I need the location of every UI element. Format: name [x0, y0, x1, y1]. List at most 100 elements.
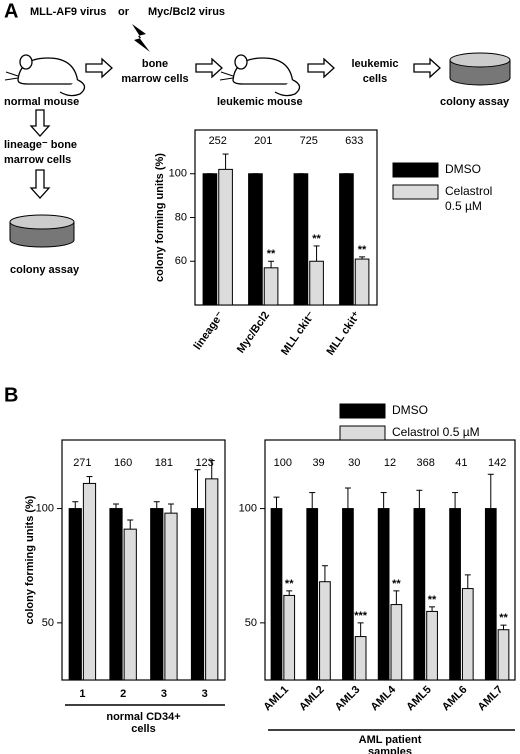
significance-label: **	[428, 594, 437, 606]
label: MLL-AF9 virus	[30, 6, 106, 18]
count-label: 100	[274, 457, 292, 469]
mouse-icon	[219, 54, 301, 97]
y-tick-label: 60	[175, 255, 187, 267]
label: or	[118, 6, 130, 18]
bar	[248, 173, 263, 306]
bar	[339, 173, 354, 306]
arrow	[307, 57, 335, 79]
label: Myc/Bcl2 virus	[148, 6, 225, 18]
label: colony assay	[440, 96, 510, 108]
y-tick-label: 100	[239, 502, 257, 514]
x-tick-label: 2	[120, 688, 126, 700]
bar	[202, 173, 218, 306]
bar	[306, 508, 319, 681]
dish-icon	[9, 214, 75, 248]
count-label: 160	[114, 457, 132, 469]
label: marrow cells	[121, 73, 188, 85]
bar	[354, 258, 370, 306]
group-label: cells	[131, 723, 155, 735]
bar	[377, 508, 390, 681]
x-tick-label: 1	[79, 688, 85, 700]
x-tick-label: AML3	[333, 684, 363, 714]
y-axis-label: colony forming units (%)	[154, 153, 166, 282]
bar	[390, 604, 403, 681]
bar	[150, 508, 164, 681]
label: normal mouse	[4, 96, 79, 108]
mouse-icon	[4, 54, 86, 97]
bar	[342, 508, 354, 681]
x-tick-label: AML7	[476, 684, 506, 714]
x-tick-label: Myc/Bcl2	[235, 310, 272, 356]
count-label: 41	[455, 457, 467, 469]
bar	[484, 508, 497, 681]
bar	[263, 267, 279, 306]
y-tick-label: 100	[169, 168, 187, 180]
legend-swatch	[339, 425, 386, 441]
count-label: 181	[155, 457, 173, 469]
y-tick-label: 100	[36, 502, 54, 514]
legend-swatch	[339, 403, 386, 419]
plot-frame	[61, 439, 226, 681]
label: leukemic mouse	[217, 96, 303, 108]
count-label: 201	[254, 135, 272, 147]
label: bone	[142, 58, 168, 70]
bar	[319, 581, 331, 681]
legend-label: Celastrol 0.5 µM	[392, 425, 480, 439]
significance-label: **	[499, 612, 508, 624]
label: marrow cells	[4, 154, 71, 166]
x-tick-label: AML1	[261, 684, 291, 714]
x-tick-label: lineage⁻	[192, 309, 227, 352]
legend-label: DMSO	[392, 403, 428, 417]
bar	[164, 512, 178, 681]
bar	[123, 528, 137, 681]
x-tick-label: AML6	[440, 684, 470, 714]
bar	[354, 636, 367, 681]
x-tick-label: AML4	[369, 683, 399, 713]
count-label: 39	[312, 457, 324, 469]
legend-swatch	[392, 184, 439, 200]
count-label: 30	[348, 457, 360, 469]
count-label: 123	[195, 457, 213, 469]
x-tick-label: 3	[161, 688, 167, 700]
arrow	[195, 57, 223, 79]
group-label: normal CD34+	[106, 711, 180, 723]
bar	[205, 478, 219, 681]
significance-label: **	[267, 248, 276, 260]
label: lineage⁻ bone	[4, 139, 77, 151]
count-label: 633	[345, 135, 363, 147]
x-tick-label: MLL ckit⁺	[324, 309, 363, 357]
bar	[270, 508, 283, 681]
bar	[82, 482, 97, 681]
bar	[190, 508, 205, 681]
count-label: 252	[209, 135, 227, 147]
lightning-icon	[132, 24, 150, 52]
significance-label: **	[358, 244, 367, 256]
plot-frame	[264, 439, 516, 681]
count-label: 368	[417, 457, 435, 469]
bar	[449, 508, 461, 681]
dish-icon	[449, 52, 511, 86]
significance-label: **	[285, 578, 294, 590]
group-label: AML patient	[359, 734, 422, 746]
arrow	[29, 169, 51, 199]
y-axis-label: colony forming units (%)	[24, 495, 36, 624]
legend-label: Celastrol 0.5 µM	[445, 184, 492, 213]
y-tick-label: 80	[175, 211, 187, 223]
x-tick-label: 3	[202, 688, 208, 700]
y-tick-label: 50	[42, 617, 54, 629]
arrow	[413, 57, 441, 79]
x-tick-label: MLL ckit⁻	[279, 309, 318, 357]
legend-swatch	[392, 162, 439, 178]
legend-label: DMSO	[445, 162, 481, 176]
arrow	[85, 57, 113, 79]
arrow	[29, 109, 51, 137]
label: leukemic	[351, 58, 398, 70]
panel-label: A	[4, 0, 18, 22]
bar	[109, 508, 123, 681]
significance-label: **	[392, 578, 401, 590]
bar	[293, 173, 309, 306]
bar	[283, 594, 296, 681]
y-tick-label: 50	[245, 617, 257, 629]
bar	[68, 508, 82, 681]
